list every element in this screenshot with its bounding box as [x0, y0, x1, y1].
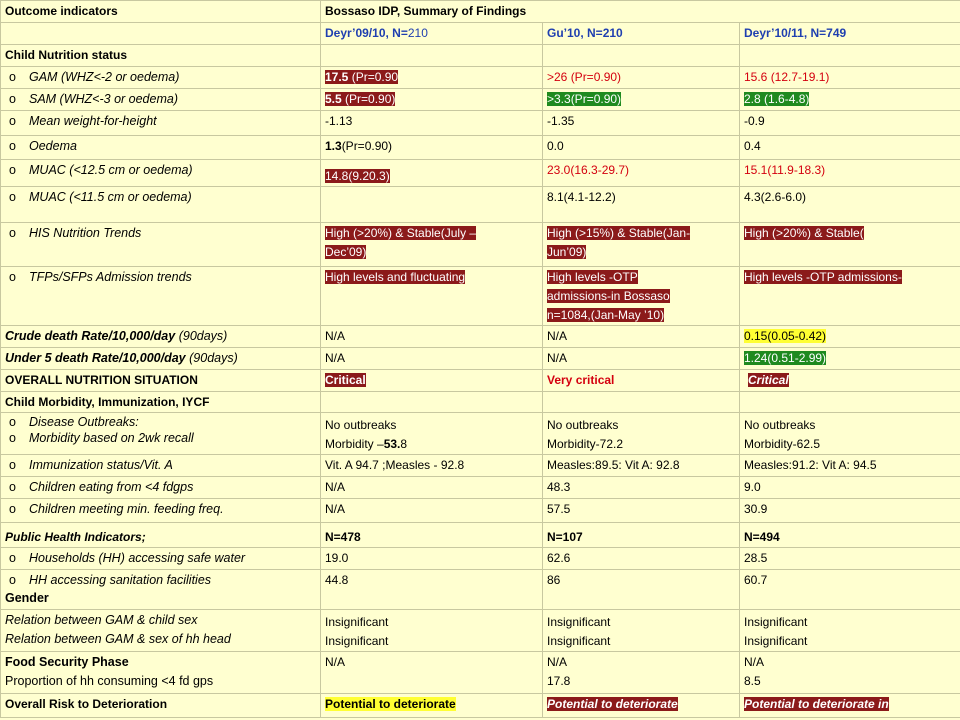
- section-child-nutrition: Child Nutrition status: [0, 44, 960, 67]
- gam-gu10: >26 (Pr=0.90): [542, 66, 740, 89]
- row-overall-nutrition: OVERALL NUTRITION SITUATION Critical Ver…: [0, 369, 960, 392]
- disease-deyr1011: No outbreaks Morbidity-62.5: [738, 412, 960, 455]
- row-label: Relation between GAM & sex of hh head: [5, 632, 231, 646]
- row-label: Immunization status/Vit. A: [29, 458, 173, 472]
- row-tfp-sfp-admissions: o TFPs/SFPs Admission trends High levels …: [0, 266, 960, 326]
- row-label: Under 5 death Rate/10,000/day: [5, 351, 186, 365]
- section-overall-risk: Overall Risk to Deterioration: [0, 693, 321, 718]
- overall-gu10: Very critical: [542, 369, 740, 392]
- row-label: Children meeting min. feeding freq.: [29, 502, 224, 516]
- section-public-health: Public Health Indicators;: [0, 522, 321, 548]
- risk-deyr1011: Potential to deteriorate in: [744, 697, 889, 711]
- tfp-gu10: High levels -OTP admissions-in Bossaso n=1…: [542, 266, 740, 326]
- row-label: GAM (WHZ<-2 or oedema): [29, 70, 180, 84]
- header-deyr-10-11: Deyr’10/11, N=749: [738, 22, 960, 45]
- section-child-morbidity: Child Morbidity, Immunization, IYCF: [0, 391, 960, 413]
- row-label: Crude death Rate/10,000/day: [5, 329, 176, 343]
- his-deyr1011: High (>20%) & Stable(: [738, 222, 960, 267]
- oedema-deyr0910: 1.3(Pr=0.90): [320, 135, 543, 160]
- row-mean-weight-for-height: o Mean weight-for-height -1.13 -1.35 -0.9: [0, 110, 960, 136]
- disease-gu10: No outbreaks Morbidity-72.2: [542, 412, 740, 455]
- sam-deyr1011: 2.8 (1.6-4.8): [744, 92, 810, 106]
- header-outcome-indicators: Outcome indicators: [0, 0, 321, 23]
- risk-gu10: Potential to deteriorate: [547, 697, 678, 711]
- gam-deyr1011: 15.6 (12.7-19.1): [738, 66, 960, 89]
- row-label: HH accessing sanitation facilities: [29, 573, 212, 587]
- row-food-security: Food Security Phase Proportion of hh cons…: [0, 651, 960, 694]
- table-header-periods: Deyr’09/10, N=210 Gu’10, N=210 Deyr’10/1…: [0, 22, 960, 45]
- row-label: MUAC (<12.5 cm or oedema): [29, 163, 193, 177]
- row-gam-relations: Relation between GAM & child sex Relation…: [0, 609, 960, 652]
- sam-gu10: >3.3(Pr=0.90): [547, 92, 622, 106]
- header-deyr-09-10: Deyr’09/10, N=210: [320, 22, 543, 45]
- row-sam: o SAM (WHZ<-3 or oedema) 5.5 (Pr=0.90) >3…: [0, 88, 960, 111]
- gam-deyr0910: 17.5 (Pr=0.90: [325, 70, 399, 84]
- row-label: Children eating from <4 fdgps: [29, 480, 194, 494]
- section-food-security: Food Security Phase: [5, 655, 129, 669]
- u5-deyr1011: 1.24(0.51-2.99): [744, 351, 827, 365]
- tfp-deyr1011: High levels -OTP admissions-: [738, 266, 960, 326]
- row-children-fdgps: o Children eating from <4 fdgps N/A 48.3 …: [0, 476, 960, 499]
- section-overall-nutrition: OVERALL NUTRITION SITUATION: [0, 369, 321, 392]
- row-muac-11-5: o MUAC (<11.5 cm or oedema) 8.1(4.1-12.2)…: [0, 186, 960, 223]
- his-gu10: High (>15%) & Stable(Jan- Jun’09): [542, 222, 740, 267]
- row-sanitation-gender: o HH accessing sanitation facilities Gende…: [0, 569, 960, 610]
- risk-deyr0910: Potential to deteriorate: [325, 697, 456, 711]
- section-gender: Gender: [5, 591, 49, 605]
- row-label: Morbidity based on 2wk recall: [29, 431, 194, 445]
- disease-deyr0910: No outbreaks Morbidity –53.8: [320, 412, 543, 455]
- overall-deyr0910: Critical: [325, 373, 366, 387]
- crude-deyr1011: 0.15(0.05-0.42): [744, 329, 827, 343]
- overall-deyr1011: Critical: [748, 373, 789, 387]
- row-label: Proportion of hh consuming <4 fd gps: [5, 674, 214, 688]
- row-muac-12-5: o MUAC (<12.5 cm or oedema) 14.8(9.20.3) …: [0, 159, 960, 187]
- row-under5-death-rate: Under 5 death Rate/10,000/day (90days) N…: [0, 347, 960, 370]
- row-children-feeding: o Children meeting min. feeding freq. N/A…: [0, 498, 960, 523]
- row-disease-outbreaks: o Disease Outbreaks: o Morbidity based on 2…: [0, 412, 960, 455]
- row-immunization: o Immunization status/Vit. A Vit. A 94.7 …: [0, 454, 960, 477]
- row-label: Relation between GAM & child sex: [5, 613, 198, 627]
- row-label: Households (HH) accessing safe water: [29, 551, 246, 565]
- row-safe-water: o Households (HH) accessing safe water 19…: [0, 547, 960, 570]
- muac125-deyr0910: 14.8(9.20.3): [325, 169, 390, 183]
- sam-deyr0910: 5.5 (Pr=0.90): [325, 92, 396, 106]
- row-label: MUAC (<11.5 cm or oedema): [29, 190, 192, 204]
- row-crude-death-rate: Crude death Rate/10,000/day (90days) N/A…: [0, 325, 960, 348]
- tfp-deyr0910: High levels and fluctuating: [320, 266, 543, 326]
- row-label: HIS Nutrition Trends: [29, 226, 142, 240]
- his-deyr0910: High (>20%) & Stable(July – Dec’09): [320, 222, 543, 267]
- row-public-health: Public Health Indicators; N=478 N=107 N=…: [0, 522, 960, 548]
- header-gu-10: Gu’10, N=210: [542, 22, 740, 45]
- row-oedema: o Oedema 1.3(Pr=0.90) 0.0 0.4: [0, 135, 960, 160]
- row-his-trends: o HIS Nutrition Trends High (>20%) & Stab…: [0, 222, 960, 267]
- table-header-row: Outcome indicators Bossaso IDP, Summary …: [0, 0, 960, 23]
- row-label: Disease Outbreaks:: [29, 415, 139, 429]
- row-gam: o GAM (WHZ<-2 or oedema) 17.5 (Pr=0.90 >2…: [0, 66, 960, 89]
- row-label: Mean weight-for-height: [29, 114, 157, 128]
- row-label: Oedema: [29, 139, 77, 153]
- header-summary: Bossaso IDP, Summary of Findings: [319, 0, 960, 23]
- row-overall-risk: Overall Risk to Deterioration Potential …: [0, 693, 960, 718]
- row-label: SAM (WHZ<-3 or oedema): [29, 92, 178, 106]
- row-label: TFPs/SFPs Admission trends: [29, 270, 192, 284]
